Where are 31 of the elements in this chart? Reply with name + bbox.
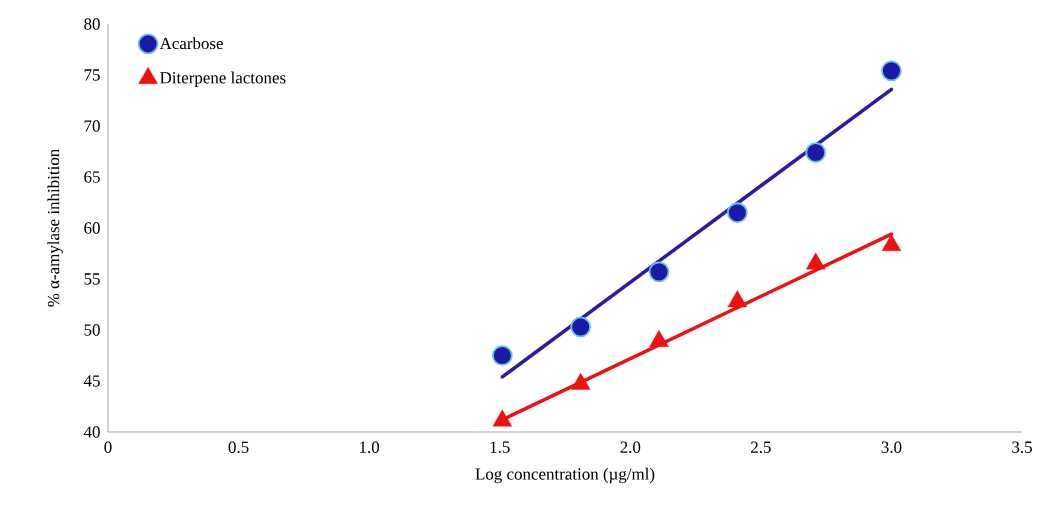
- y-tick-label: 40: [83, 426, 100, 438]
- x-tick-label: 1.0: [360, 441, 380, 453]
- point: [727, 290, 748, 308]
- point: [726, 202, 748, 224]
- y-tick-label: 80: [84, 18, 100, 30]
- x-tick-label: 3.0: [881, 441, 902, 453]
- x-tick-label: 3.5: [1012, 441, 1032, 453]
- y-tick-label: 75: [84, 69, 100, 81]
- point: [570, 372, 591, 390]
- y-tick-label: 60: [84, 222, 100, 234]
- x-tick-label: 2.0: [620, 441, 641, 453]
- y-axis-title: % α-amylase inhibition: [47, 149, 63, 307]
- y-tick-label: 65: [84, 171, 100, 183]
- y-tick-label: 45: [83, 375, 100, 387]
- x-tick-label: 2.5: [751, 441, 771, 453]
- x-tick-label: 0: [104, 441, 112, 453]
- legend-label: Acarbose: [159, 37, 223, 50]
- point: [881, 60, 902, 82]
- y-tick-label: 55: [84, 273, 100, 285]
- x-tick-label: 1.5: [490, 441, 510, 453]
- point: [881, 234, 902, 252]
- point: [649, 330, 669, 347]
- point: [492, 409, 513, 427]
- point: [648, 261, 670, 283]
- legend-label: Diterpene lactones: [160, 71, 286, 87]
- x-axis-title: Log concentration (µg/ml): [475, 467, 655, 484]
- x-tick-label: 0.5: [228, 441, 249, 453]
- y-tick-label: 50: [84, 324, 100, 336]
- point: [806, 252, 826, 270]
- y-tick-label: 70: [84, 120, 100, 132]
- point: [805, 142, 827, 163]
